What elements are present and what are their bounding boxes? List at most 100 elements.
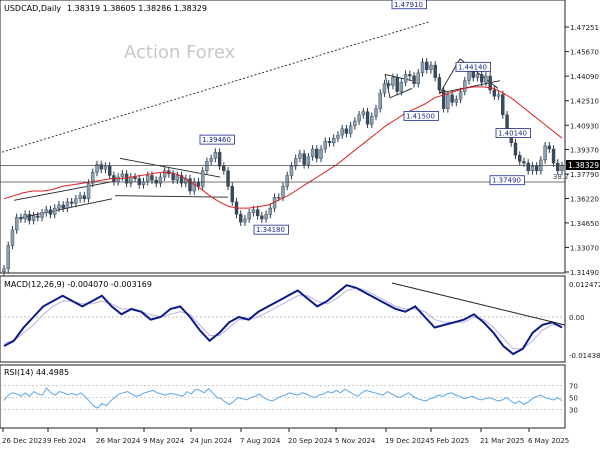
horizontal-levels — [0, 164, 565, 183]
candle-body — [31, 215, 36, 221]
candle-body — [534, 165, 539, 172]
candle-body — [281, 186, 285, 198]
candle-body — [382, 83, 387, 94]
candle-body — [446, 94, 450, 109]
price-axis: 1.47251 1.45670 1.44090 1.42510 1.40930 1.393… — [565, 24, 599, 277]
candle-body — [247, 212, 251, 220]
price-tick-label: 1.36220 — [570, 195, 599, 203]
candle-body — [82, 195, 87, 199]
candle-body — [344, 128, 349, 134]
candle-body — [23, 214, 27, 220]
price-tick-label: 1.34650 — [570, 220, 599, 228]
candle-body — [556, 162, 560, 172]
candle-body — [365, 111, 370, 125]
candle-body — [530, 165, 535, 172]
current-price-box — [566, 160, 600, 170]
candle-body — [268, 207, 273, 215]
current-price-marker: 1.38329 — [566, 160, 600, 170]
macd-panel: MACD(12,26,9) -0.004070 -0.003169 0.0124… — [0, 275, 600, 363]
date-tick-label: 24 Jun 2024 — [190, 437, 233, 445]
candle-body — [150, 175, 154, 181]
rsi-tick-label: 30 — [569, 406, 578, 414]
candle-body — [260, 215, 264, 220]
candle-body — [403, 74, 408, 83]
macd-main-line — [3, 284, 563, 356]
candle-body — [6, 245, 10, 269]
candle-body — [475, 74, 480, 78]
candle-body — [302, 153, 306, 165]
date-tick-label: 26 Mar 2024 — [96, 437, 141, 445]
rsi-label: RSI(14) 44.4985 — [4, 368, 69, 377]
candle-body — [95, 164, 99, 173]
macd-panel-frame — [0, 275, 566, 363]
candle-body — [332, 137, 336, 144]
macd-trendline — [391, 282, 566, 326]
candle-body — [40, 212, 44, 218]
price-tick-label: 1.39370 — [570, 147, 599, 155]
price-annotation: 1.44140 — [458, 63, 487, 71]
candle-body — [27, 214, 32, 221]
candle-body — [450, 94, 454, 103]
candle-body — [327, 141, 332, 144]
candle-body — [285, 175, 289, 187]
candle-body — [336, 134, 340, 139]
candle-body — [74, 198, 78, 204]
candle-body — [158, 176, 163, 184]
candle-body — [399, 81, 404, 92]
date-tick-label: 9 Feb 2024 — [47, 437, 87, 445]
candle-body — [171, 173, 175, 181]
candle-body — [361, 111, 366, 116]
ohlc-readout: 1.38319 1.38605 1.38286 1.38329 — [67, 4, 207, 13]
candle-body — [306, 156, 311, 165]
macd-axis: 0.012472 0.00 -0.014389 — [0, 281, 600, 360]
rsi-tick-label: 70 — [569, 383, 578, 391]
candle-body — [188, 178, 192, 192]
candle-body — [192, 181, 196, 192]
price-tick-label: 1.44090 — [570, 73, 599, 81]
price-annotation-box — [199, 134, 235, 145]
candle-body — [124, 173, 129, 184]
date-tick-label: 6 May 2025 — [528, 437, 569, 445]
date-tick-label: 7 Aug 2024 — [240, 437, 281, 445]
price-annotation-box — [495, 128, 531, 138]
candle-body — [551, 148, 556, 164]
candle-body — [230, 186, 234, 203]
candle-body — [78, 195, 82, 199]
candle-body — [513, 142, 518, 156]
symbol-label: USDCAD,Daily — [4, 4, 61, 13]
long-dotted-trendline — [1, 21, 431, 153]
candle-body — [146, 175, 150, 182]
candle-body — [91, 172, 95, 184]
price-tick-label: 1.31490 — [570, 269, 599, 277]
candle-body — [543, 145, 547, 161]
candle-body — [310, 148, 315, 158]
date-axis: 26 Dec 2023 9 Feb 2024 26 Mar 2024 9 May 20… — [2, 428, 569, 445]
candle-body — [69, 201, 74, 204]
candle-body — [437, 77, 442, 91]
candle-body — [255, 209, 260, 217]
candle-body — [429, 64, 433, 70]
candle-body — [205, 161, 209, 172]
price-annotation: 1.39460 — [202, 136, 231, 144]
trendline — [114, 195, 229, 198]
candle-body — [120, 173, 125, 178]
candle-body — [416, 72, 420, 84]
candle-body — [213, 151, 218, 159]
price-tick-label: 1.33070 — [570, 244, 599, 252]
candle-body — [420, 61, 425, 74]
price-annotation-box — [253, 224, 289, 235]
candle-body — [441, 89, 446, 109]
candle-body — [44, 209, 48, 213]
candle-body — [264, 214, 268, 220]
price-annotation: 1.34180 — [256, 226, 285, 234]
candle-body — [200, 170, 205, 187]
candle-body — [353, 120, 357, 126]
candle-body — [395, 77, 399, 92]
candle-body — [479, 74, 484, 83]
current-price-label: 1.38329 — [568, 161, 599, 170]
macd-tick-label: 0.00 — [569, 314, 585, 322]
date-tick-label: 5 Nov 2024 — [335, 437, 376, 445]
candle-body — [408, 74, 412, 77]
candle-body — [467, 71, 471, 81]
macd-tick-label: -0.014389 — [569, 352, 600, 360]
